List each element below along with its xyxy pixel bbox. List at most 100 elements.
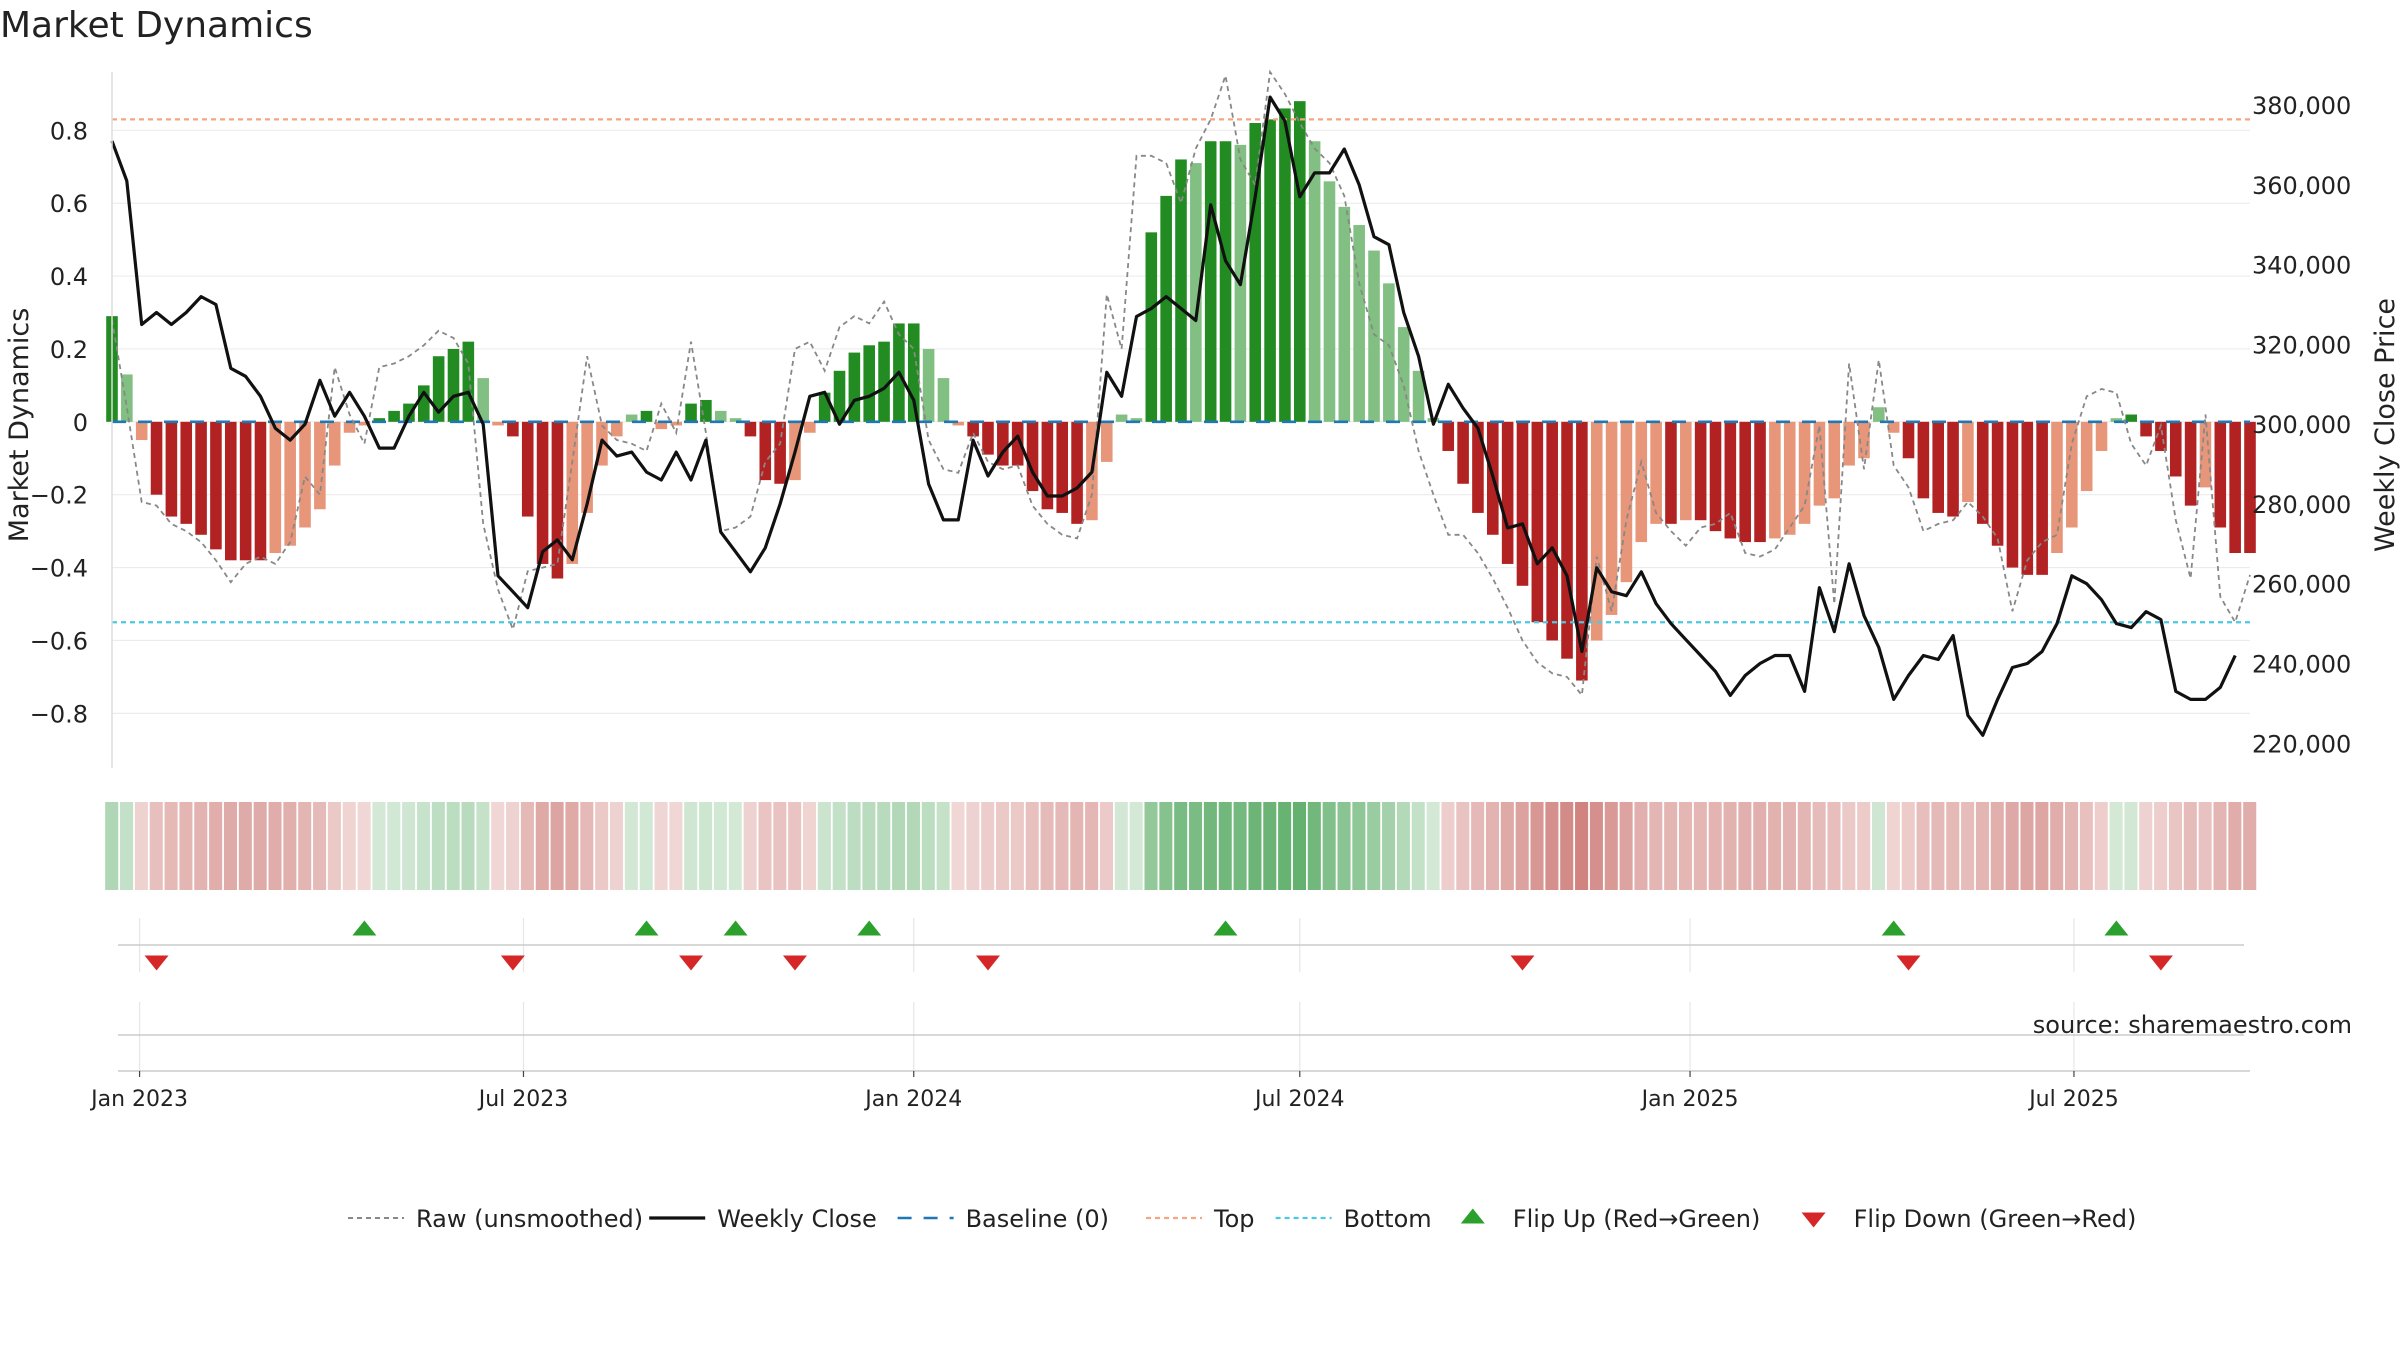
regime-strip-cell — [892, 802, 906, 890]
regime-strip-cell — [595, 802, 609, 890]
regime-strip-cell — [1159, 802, 1173, 890]
regime-strip-cell — [1099, 802, 1113, 890]
x-tick-label: Jul 2023 — [477, 1087, 569, 1112]
regime-strip-cell — [1263, 802, 1277, 890]
dynamics-bar — [1279, 108, 1291, 422]
dynamics-bar — [1071, 421, 1083, 524]
dynamics-bar — [1724, 421, 1737, 539]
dynamics-bar — [1353, 225, 1365, 422]
regime-strip-cell — [1931, 802, 1945, 890]
regime-strip-cell — [1678, 802, 1693, 890]
regime-strip-cell — [2139, 802, 2153, 890]
dynamics-bar — [1501, 421, 1514, 564]
dynamics-bar — [1368, 250, 1380, 422]
regime-strip-cell — [476, 802, 490, 890]
y-right-tick-label: 280,000 — [2252, 491, 2351, 519]
dynamics-bar — [1605, 421, 1618, 615]
dynamics-bar — [2155, 421, 2167, 451]
legend-label: Flip Up (Red→Green) — [1513, 1205, 1761, 1233]
regime-strip-cell — [520, 802, 534, 890]
dynamics-bar — [655, 421, 668, 430]
dynamics-bar — [1843, 421, 1855, 466]
x-axis-ticks: Jan 2023 Jul 2023 Jan 2024 Jul 2024 Jan 2025… — [89, 1071, 2119, 1112]
y-left-tick-label: −0.8 — [30, 700, 88, 728]
dynamics-bar — [2169, 421, 2182, 477]
x-tick-label: Jan 2024 — [863, 1087, 962, 1112]
dynamics-bar — [418, 385, 430, 422]
flip-up-marker — [1881, 920, 1906, 936]
regime-strip-cell — [1857, 802, 1871, 890]
regime-strip-cell — [2050, 802, 2064, 890]
regime-strip-cell — [669, 802, 683, 890]
dynamics-bar — [1293, 101, 1306, 422]
dynamics-bar — [566, 421, 579, 564]
dynamics-bar — [403, 403, 415, 422]
y-right-tick-label: 220,000 — [2252, 730, 2351, 758]
regime-strip-cell — [1174, 802, 1188, 890]
x-tick-label: Jan 2023 — [89, 1087, 188, 1112]
regime-strip-cell — [268, 802, 282, 890]
raw-unsmoothed-line — [111, 69, 2251, 698]
dynamics-bar — [2006, 421, 2019, 568]
regime-strip-cell — [1144, 802, 1158, 890]
regime-strip-cell — [1708, 802, 1722, 890]
dynamics-bar — [759, 421, 772, 481]
dynamics-bar — [997, 421, 1009, 466]
dynamics-bar — [625, 414, 638, 422]
regime-strip-cell — [179, 802, 193, 890]
y-right-tick-label: 340,000 — [2252, 252, 2351, 280]
regime-strip-cell — [1768, 802, 1782, 890]
regime-strip-cell — [580, 802, 594, 890]
dynamics-bar — [1442, 421, 1455, 451]
regime-strip-cell — [1604, 802, 1618, 890]
regime-strip-cell — [446, 802, 460, 890]
dynamics-bar — [328, 421, 341, 466]
regime-strip-cell — [1916, 802, 1930, 890]
y-left-tick-label: −0.4 — [30, 555, 88, 583]
dynamics-bar — [1190, 163, 1202, 422]
regime-strip-cell — [209, 802, 223, 890]
dynamics-bar — [1635, 421, 1648, 543]
regime-strip-cell — [387, 802, 401, 890]
dynamics-bar — [1590, 421, 1603, 641]
regime-strip-cell — [847, 802, 861, 890]
dynamics-bar — [1011, 421, 1024, 466]
regime-strip-cell — [1871, 802, 1886, 890]
dynamics-bar — [1798, 421, 1811, 524]
dynamics-bar — [907, 323, 920, 422]
regime-strip-cell — [2005, 802, 2019, 890]
dynamics-bar — [1249, 123, 1262, 422]
flip-down-marker — [1896, 955, 1921, 971]
dynamics-bar — [670, 421, 682, 426]
regime-strip-cell — [342, 802, 356, 890]
regime-strip-cell — [609, 802, 624, 890]
legend: Raw (unsmoothed) Weekly Close Baseline (0)… — [348, 1205, 2136, 1233]
dynamics-bar — [744, 421, 757, 437]
regime-strip-cell — [1961, 802, 1975, 890]
regime-strip-cell — [253, 802, 267, 890]
dynamics-bar — [2140, 421, 2152, 437]
dynamics-bar — [1516, 421, 1529, 586]
regime-strip-cell — [1575, 802, 1589, 890]
regime-strip-cell — [1248, 802, 1262, 890]
dynamics-bar — [1665, 421, 1677, 524]
x-tick-label: Jan 2025 — [1640, 1087, 1739, 1112]
dynamics-bar — [521, 421, 534, 517]
axes: 0.8 0.6 0.4 0.2 0 −0.2 −0.4 −0.6 −0.8 380,000 360,… — [30, 72, 2351, 1072]
dynamics-bar — [492, 421, 504, 426]
dynamics-bar — [982, 421, 994, 455]
legend-item-baseline: Baseline (0) — [897, 1205, 1109, 1233]
regime-strip-cell — [2154, 802, 2168, 890]
dynamics-bar — [1620, 421, 1633, 583]
dynamics-bar — [700, 399, 712, 422]
dynamics-bar — [210, 421, 222, 550]
regime-strip-cell — [1842, 802, 1856, 890]
dynamics-bar — [2229, 421, 2241, 554]
dynamics-bar — [2125, 414, 2138, 422]
dynamics-bar — [165, 421, 178, 517]
dynamics-bar — [1338, 206, 1351, 422]
dynamics-bar — [2080, 421, 2093, 492]
dynamics-bar — [1383, 283, 1395, 422]
legend-item-raw: Raw (unsmoothed) — [348, 1205, 643, 1233]
dynamics-bar — [1145, 232, 1158, 422]
